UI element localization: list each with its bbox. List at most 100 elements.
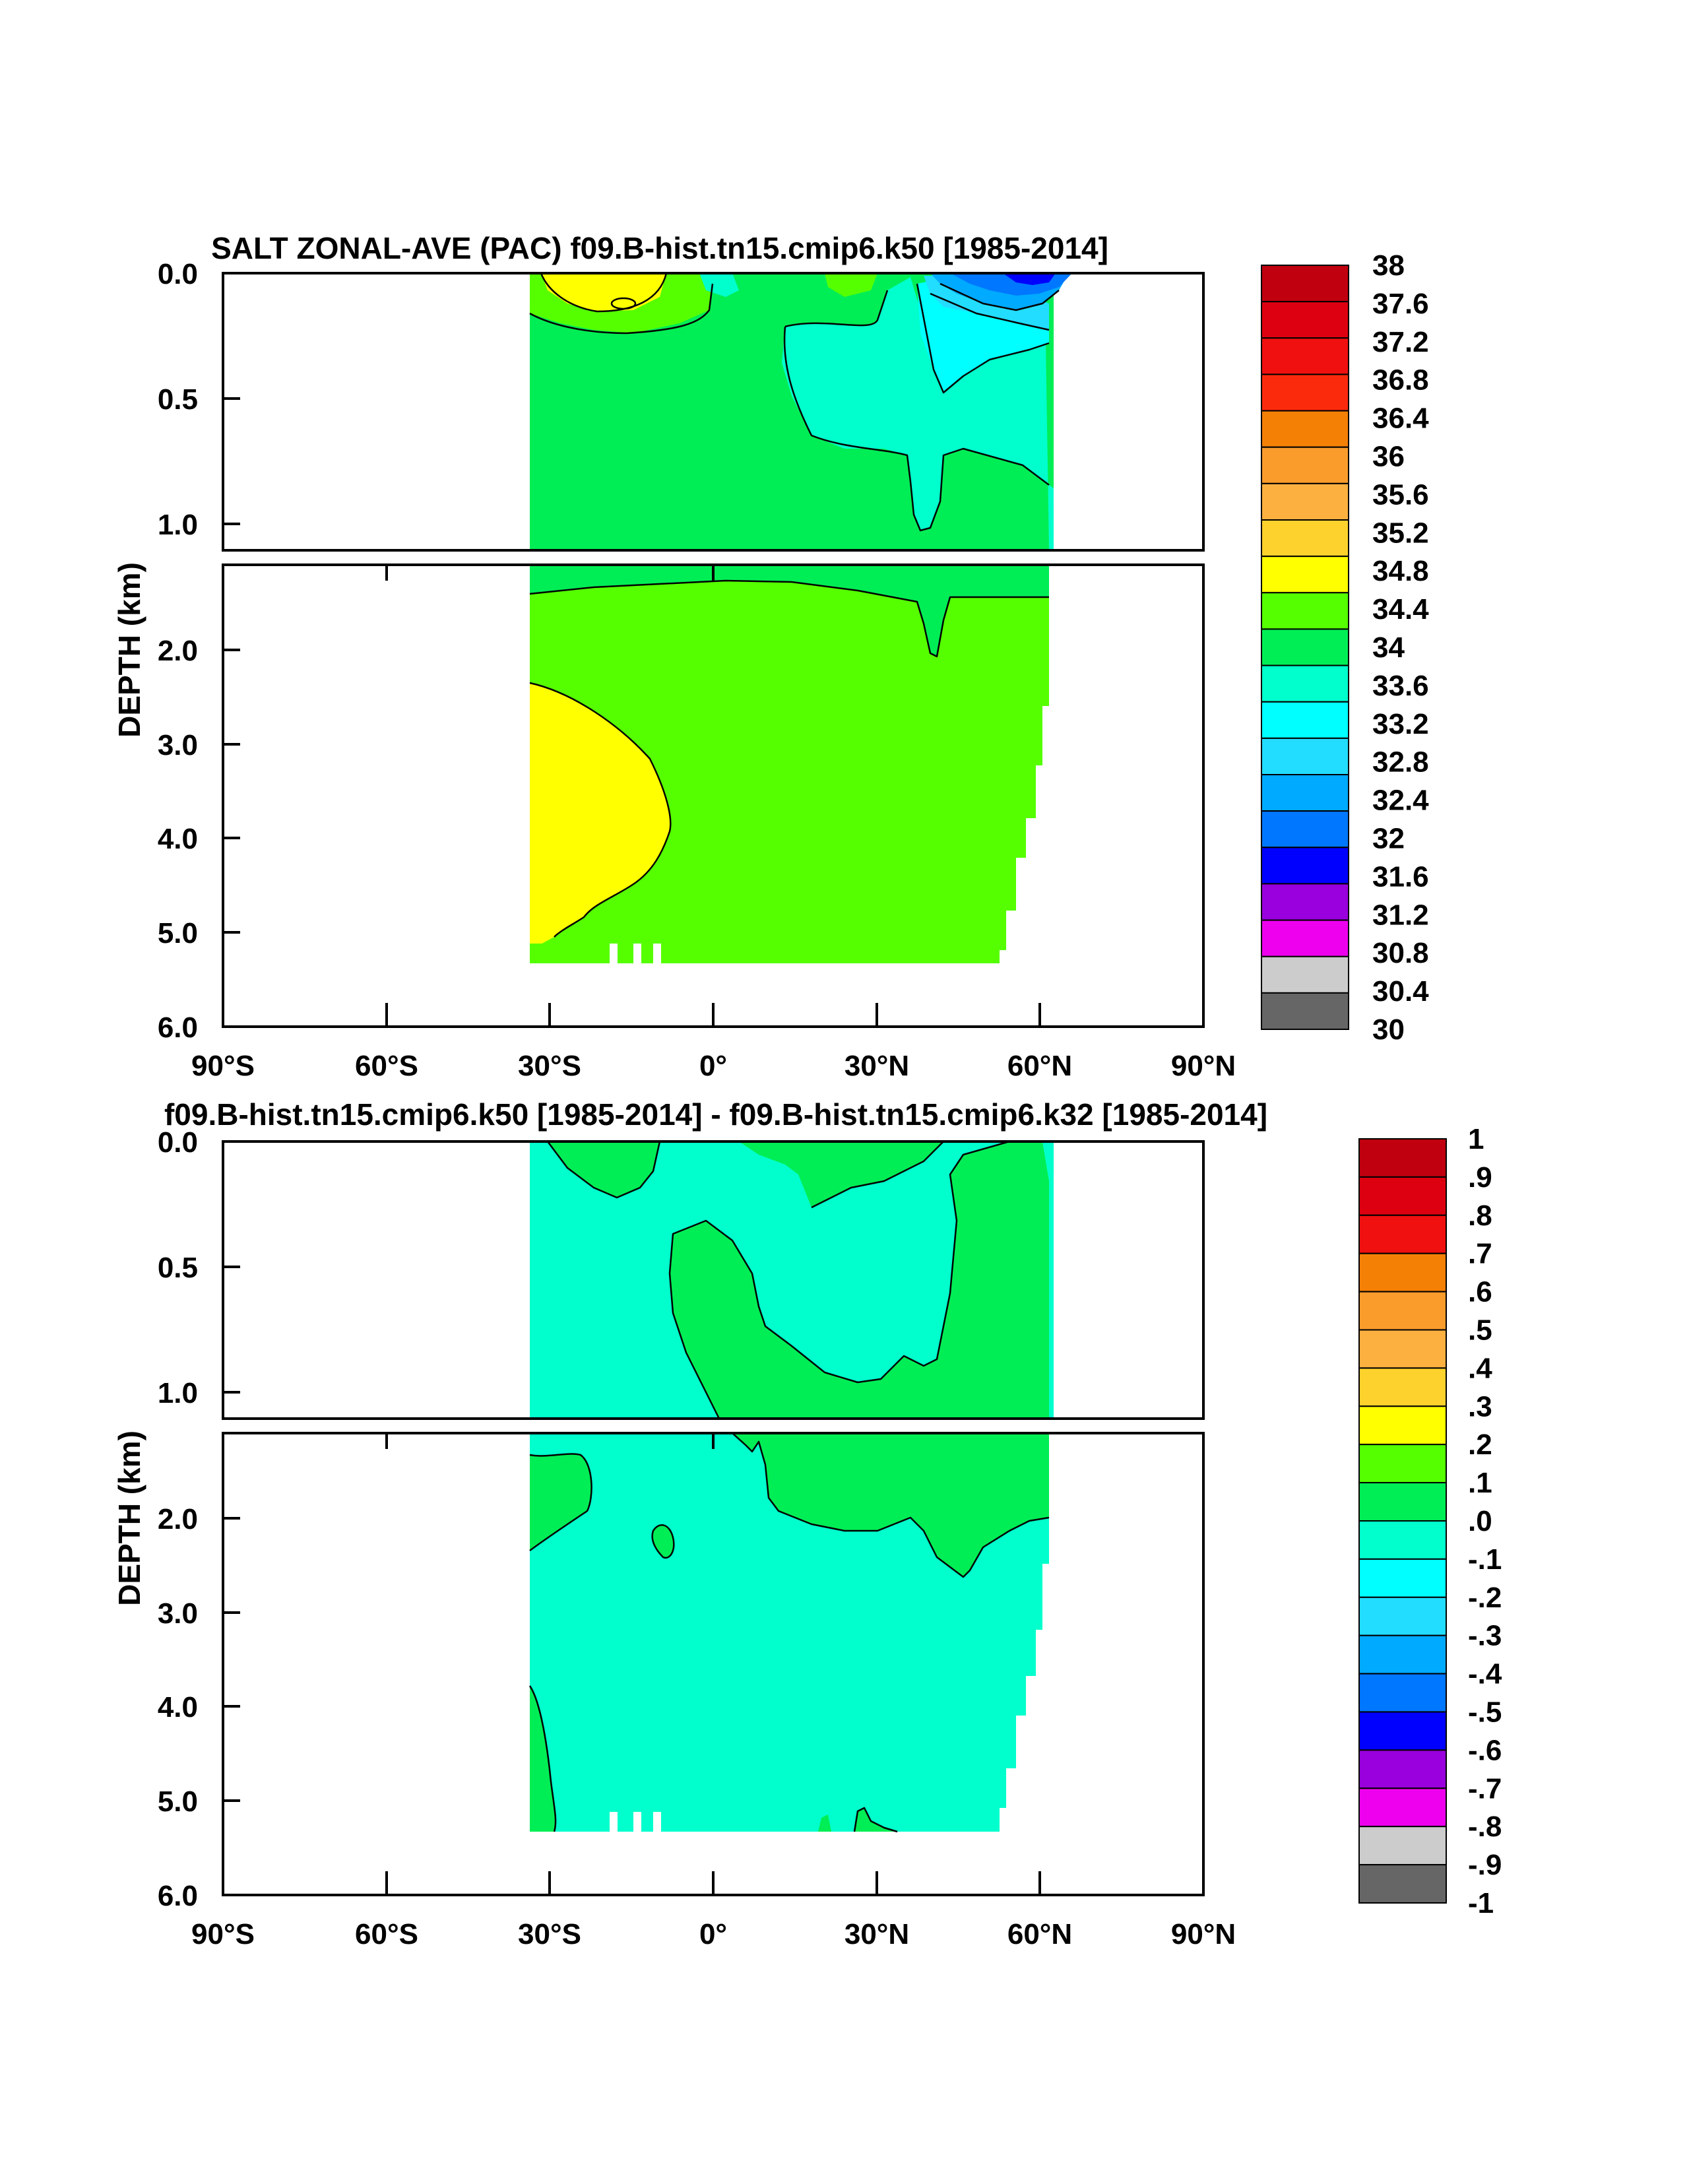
colorbar-swatch xyxy=(1358,1826,1447,1866)
colorbar-label: 37.2 xyxy=(1372,326,1429,358)
colorbar-swatch xyxy=(1358,1596,1447,1636)
colorbar-label: -.6 xyxy=(1468,1734,1502,1766)
colorbar-swatch xyxy=(1358,1558,1447,1598)
panel-2-colorbar: 1 .9 .8 .7 .6 .5 .4 .3 .2 .1 .0 -.1 -.2 -.3 -.4 -.5 -.6 -… xyxy=(1358,1123,1502,1919)
colorbar-label: .4 xyxy=(1468,1352,1492,1384)
colorbar-label: .3 xyxy=(1468,1390,1492,1423)
p2-region-pos2 xyxy=(739,1141,943,1207)
p1-contour-3 xyxy=(610,297,637,310)
colorbar-label: -1 xyxy=(1468,1887,1494,1919)
p2-xtick: 60°N xyxy=(1007,1918,1072,1950)
p2-ytick: 3.0 xyxy=(158,1597,198,1630)
p1-ytick: 1.0 xyxy=(158,509,198,541)
colorbar-label: .6 xyxy=(1468,1276,1492,1308)
p1-gap3 xyxy=(653,944,661,963)
colorbar-label: 34 xyxy=(1372,631,1405,664)
colorbar-swatch xyxy=(1261,519,1349,558)
p2-gap3 xyxy=(653,1812,661,1832)
colorbar-label: 33.6 xyxy=(1372,670,1429,702)
colorbar-swatch xyxy=(1261,919,1349,957)
p2-ylabel: DEPTH (km) xyxy=(112,1430,146,1606)
p1-ytick: 6.0 xyxy=(158,1012,198,1044)
colorbar-swatch xyxy=(1261,265,1349,303)
p2-xtick: 90°N xyxy=(1171,1918,1236,1950)
p1-ytick: 3.0 xyxy=(158,729,198,761)
p1-xtick: 60°N xyxy=(1007,1050,1072,1082)
p1-contour-5 xyxy=(783,326,1050,532)
p1-gap2 xyxy=(633,944,641,963)
colorbar-swatch xyxy=(1358,1138,1447,1178)
p2-contour-2 xyxy=(811,1141,944,1209)
colorbar-swatch xyxy=(1261,992,1349,1031)
colorbar-label: -.2 xyxy=(1468,1582,1502,1614)
colorbar-swatch xyxy=(1261,373,1349,412)
colorbar-label: 31.2 xyxy=(1372,899,1429,931)
panel-2-upper-fill xyxy=(530,1141,1054,1419)
colorbar-swatch xyxy=(1358,1367,1447,1407)
p1-contour-2 xyxy=(540,273,668,313)
panel-1-title: SALT ZONAL-AVE (PAC) f09.B-hist.tn15.cmi… xyxy=(211,231,1108,265)
p2-region-pos1 xyxy=(530,1141,660,1198)
colorbar-swatch xyxy=(1358,1252,1447,1293)
p1-ytick: 0.5 xyxy=(158,383,198,416)
p1-region-intermediate xyxy=(782,277,1054,550)
p1-region-surface-fresh xyxy=(699,273,739,297)
colorbar-label: .0 xyxy=(1468,1505,1492,1537)
p1-ylabel: DEPTH (km) xyxy=(112,562,146,738)
panel-1-colorbar: 38 37.6 37.2 36.8 36.4 36 35.6 35.2 34.8 34.4 34 33… xyxy=(1261,249,1429,1046)
colorbar-label: 31.6 xyxy=(1372,860,1429,893)
p1-ytick: 5.0 xyxy=(158,917,198,949)
p2-ytick: 2.0 xyxy=(158,1503,198,1535)
p1-xtick: 0° xyxy=(699,1050,727,1082)
colorbar-label: .7 xyxy=(1468,1238,1492,1270)
p2-contour-6 xyxy=(651,1524,675,1559)
p1-contour-7 xyxy=(930,292,1050,331)
colorbar-label: .8 xyxy=(1468,1200,1492,1232)
colorbar-label: -.9 xyxy=(1468,1849,1502,1881)
p1-ytick: 0.0 xyxy=(158,258,198,290)
colorbar-swatch xyxy=(1358,1214,1447,1254)
colorbar-label: -.8 xyxy=(1468,1811,1502,1843)
colorbar-label: 30 xyxy=(1372,1013,1405,1046)
p2-region-pos7 xyxy=(530,1686,556,1832)
p1-xtick: 60°S xyxy=(355,1050,418,1082)
colorbar-swatch xyxy=(1358,1711,1447,1751)
colorbar-swatch xyxy=(1261,883,1349,921)
colorbar-swatch xyxy=(1358,1291,1447,1331)
p2-contour-8 xyxy=(853,1807,898,1833)
p2-xtick: 0° xyxy=(699,1918,727,1950)
colorbar-swatch xyxy=(1261,628,1349,666)
p2-xtick: 90°S xyxy=(191,1918,255,1950)
colorbar-label: 33.2 xyxy=(1372,708,1429,740)
panel-2-x-axis: 90°S 60°S 30°S 0° 30°N 60°N 90°N xyxy=(191,1433,1236,1950)
p1-xtick: 90°S xyxy=(191,1050,255,1082)
panel-1: SALT ZONAL-AVE (PAC) f09.B-hist.tn15.cmi… xyxy=(112,231,1429,1082)
p2-contour-5 xyxy=(529,1453,592,1552)
panel-2-title: f09.B-hist.tn15.cmip6.k50 [1985-2014] - … xyxy=(164,1097,1267,1132)
p2-region-pos9 xyxy=(854,1808,897,1832)
p1-ytick: 2.0 xyxy=(158,635,198,667)
colorbar-swatch xyxy=(1358,1329,1447,1369)
p2-region-pos4 xyxy=(732,1433,1049,1577)
p1-xtick: 90°N xyxy=(1171,1050,1236,1082)
colorbar-label: 35.2 xyxy=(1372,517,1429,549)
p2-contour-1 xyxy=(547,1141,661,1199)
p1-contour-10 xyxy=(529,682,672,938)
colorbar-swatch xyxy=(1261,955,1349,994)
colorbar-label: 30.8 xyxy=(1372,937,1429,969)
colorbar-swatch xyxy=(1358,1787,1447,1828)
colorbar-swatch xyxy=(1358,1176,1447,1216)
p1-ytick: 4.0 xyxy=(158,823,198,855)
colorbar-swatch xyxy=(1358,1673,1447,1713)
p2-gap2 xyxy=(633,1812,641,1832)
colorbar-label: .9 xyxy=(1468,1161,1492,1194)
p1-gap1 xyxy=(610,944,618,963)
panel-1-upper-frame xyxy=(222,272,1205,552)
colorbar-label: 32 xyxy=(1372,823,1405,855)
colorbar-swatch xyxy=(1261,446,1349,484)
p1-region-deep-south xyxy=(530,683,671,950)
colorbar-label: -.1 xyxy=(1468,1543,1502,1576)
p1-region-deep-south-base xyxy=(530,944,609,963)
colorbar-swatch xyxy=(1261,556,1349,594)
p1-xtick: 30°N xyxy=(844,1050,909,1082)
